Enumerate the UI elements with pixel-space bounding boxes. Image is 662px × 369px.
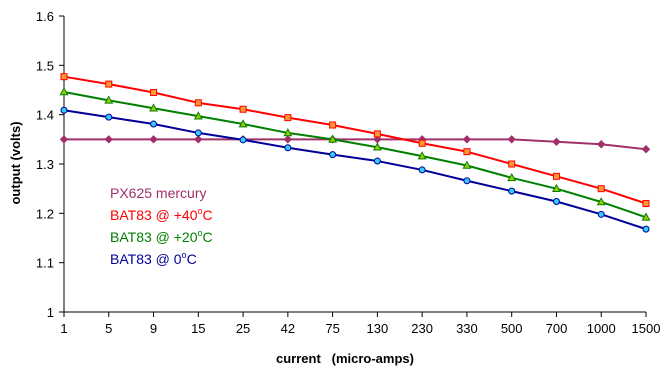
legend-entry-3: BAT83 @ +20oC: [110, 228, 213, 245]
x-tick-label: 1000: [587, 321, 616, 336]
x-tick-label: 700: [546, 321, 568, 336]
data-point: [150, 88, 158, 96]
legend-box: [106, 183, 238, 275]
legend: PX625 mercury BAT83 @ +40oC BAT83 @ +20oC B…: [106, 183, 238, 275]
y-tick-label: 1.4: [36, 108, 54, 123]
data-point: [194, 135, 203, 144]
data-point: [597, 185, 605, 193]
x-tick-label: 75: [325, 321, 339, 336]
series-line: [63, 109, 647, 231]
series-line: [63, 75, 647, 205]
y-tick-label: 1.2: [36, 206, 54, 221]
data-point: [239, 136, 247, 144]
data-point: [552, 137, 561, 147]
data-point: [597, 210, 605, 218]
data-point: [417, 151, 427, 160]
data-point: [462, 135, 472, 144]
series-3: [59, 87, 651, 221]
x-tick-label: 1: [60, 321, 67, 336]
data-point: [329, 121, 337, 129]
series-4: [60, 106, 650, 233]
data-point: [507, 135, 516, 144]
data-point: [507, 172, 517, 182]
data-point: [462, 160, 472, 169]
data-point: [641, 144, 651, 154]
data-point: [104, 95, 114, 104]
x-axis-ticks: 1 5 9 15 25 42 75 130 230 330 500 700 1000 1500: [60, 312, 660, 336]
data-point: [373, 157, 381, 165]
data-point: [104, 135, 113, 144]
data-point: [508, 187, 516, 195]
series-line: [63, 90, 647, 219]
data-point: [150, 120, 158, 128]
data-point: [59, 135, 69, 144]
data-point: [597, 140, 606, 149]
data-point: [239, 105, 247, 113]
series-line: [64, 138, 647, 151]
data-point: [373, 130, 381, 138]
y-tick-label: 1.3: [36, 157, 54, 172]
data-point: [328, 134, 338, 143]
data-point: [641, 212, 651, 221]
data-point: [105, 80, 113, 88]
x-tick-label: 42: [281, 321, 295, 336]
data-point: [552, 197, 560, 205]
data-point: [149, 135, 158, 144]
data-point: [284, 114, 292, 122]
x-tick-label: 330: [456, 321, 478, 336]
data-point: [508, 160, 516, 168]
data-point: [284, 144, 292, 152]
x-axis-title: current (micro-amps): [276, 351, 414, 366]
data-point: [194, 99, 202, 107]
series-2: [60, 73, 650, 207]
x-tick-label: 5: [105, 321, 112, 336]
x-tick-label: 230: [411, 321, 433, 336]
data-point: [149, 103, 158, 112]
series-layer: [59, 73, 651, 233]
data-point: [418, 139, 426, 147]
data-point: [193, 111, 203, 120]
x-tick-label: 1500: [632, 321, 661, 336]
data-point: [596, 197, 606, 206]
data-point: [552, 172, 560, 180]
y-tick-label: 1: [47, 305, 54, 320]
data-point: [463, 177, 471, 185]
data-point: [194, 129, 202, 137]
y-tick-label: 1.6: [36, 9, 54, 24]
data-point: [418, 166, 426, 174]
legend-entry-4: BAT83 @ 0oC: [110, 250, 197, 267]
data-point: [60, 106, 68, 114]
data-point: [463, 148, 471, 156]
y-tick-label: 1.1: [36, 256, 54, 271]
data-point: [642, 225, 650, 233]
data-point: [642, 199, 650, 207]
data-point: [329, 151, 337, 159]
legend-entry-2: BAT83 @ +40oC: [110, 206, 213, 223]
data-point: [283, 135, 293, 144]
data-point: [283, 128, 293, 137]
legend-entry-1: PX625 mercury: [110, 185, 206, 201]
x-tick-label: 500: [501, 321, 523, 336]
y-axis-ticks: 1 1.1 1.2 1.3 1.4 1.5 1.6: [36, 9, 64, 320]
data-point: [238, 119, 248, 128]
x-tick-label: 15: [191, 321, 205, 336]
data-point: [552, 183, 561, 192]
y-tick-label: 1.5: [36, 58, 54, 73]
x-tick-label: 25: [236, 321, 250, 336]
data-point: [59, 87, 69, 96]
data-point: [105, 113, 113, 121]
x-tick-label: 9: [150, 321, 157, 336]
y-axis-title: output (volts): [8, 121, 23, 204]
data-point: [372, 142, 382, 151]
x-tick-label: 130: [367, 321, 389, 336]
data-point: [60, 73, 68, 81]
